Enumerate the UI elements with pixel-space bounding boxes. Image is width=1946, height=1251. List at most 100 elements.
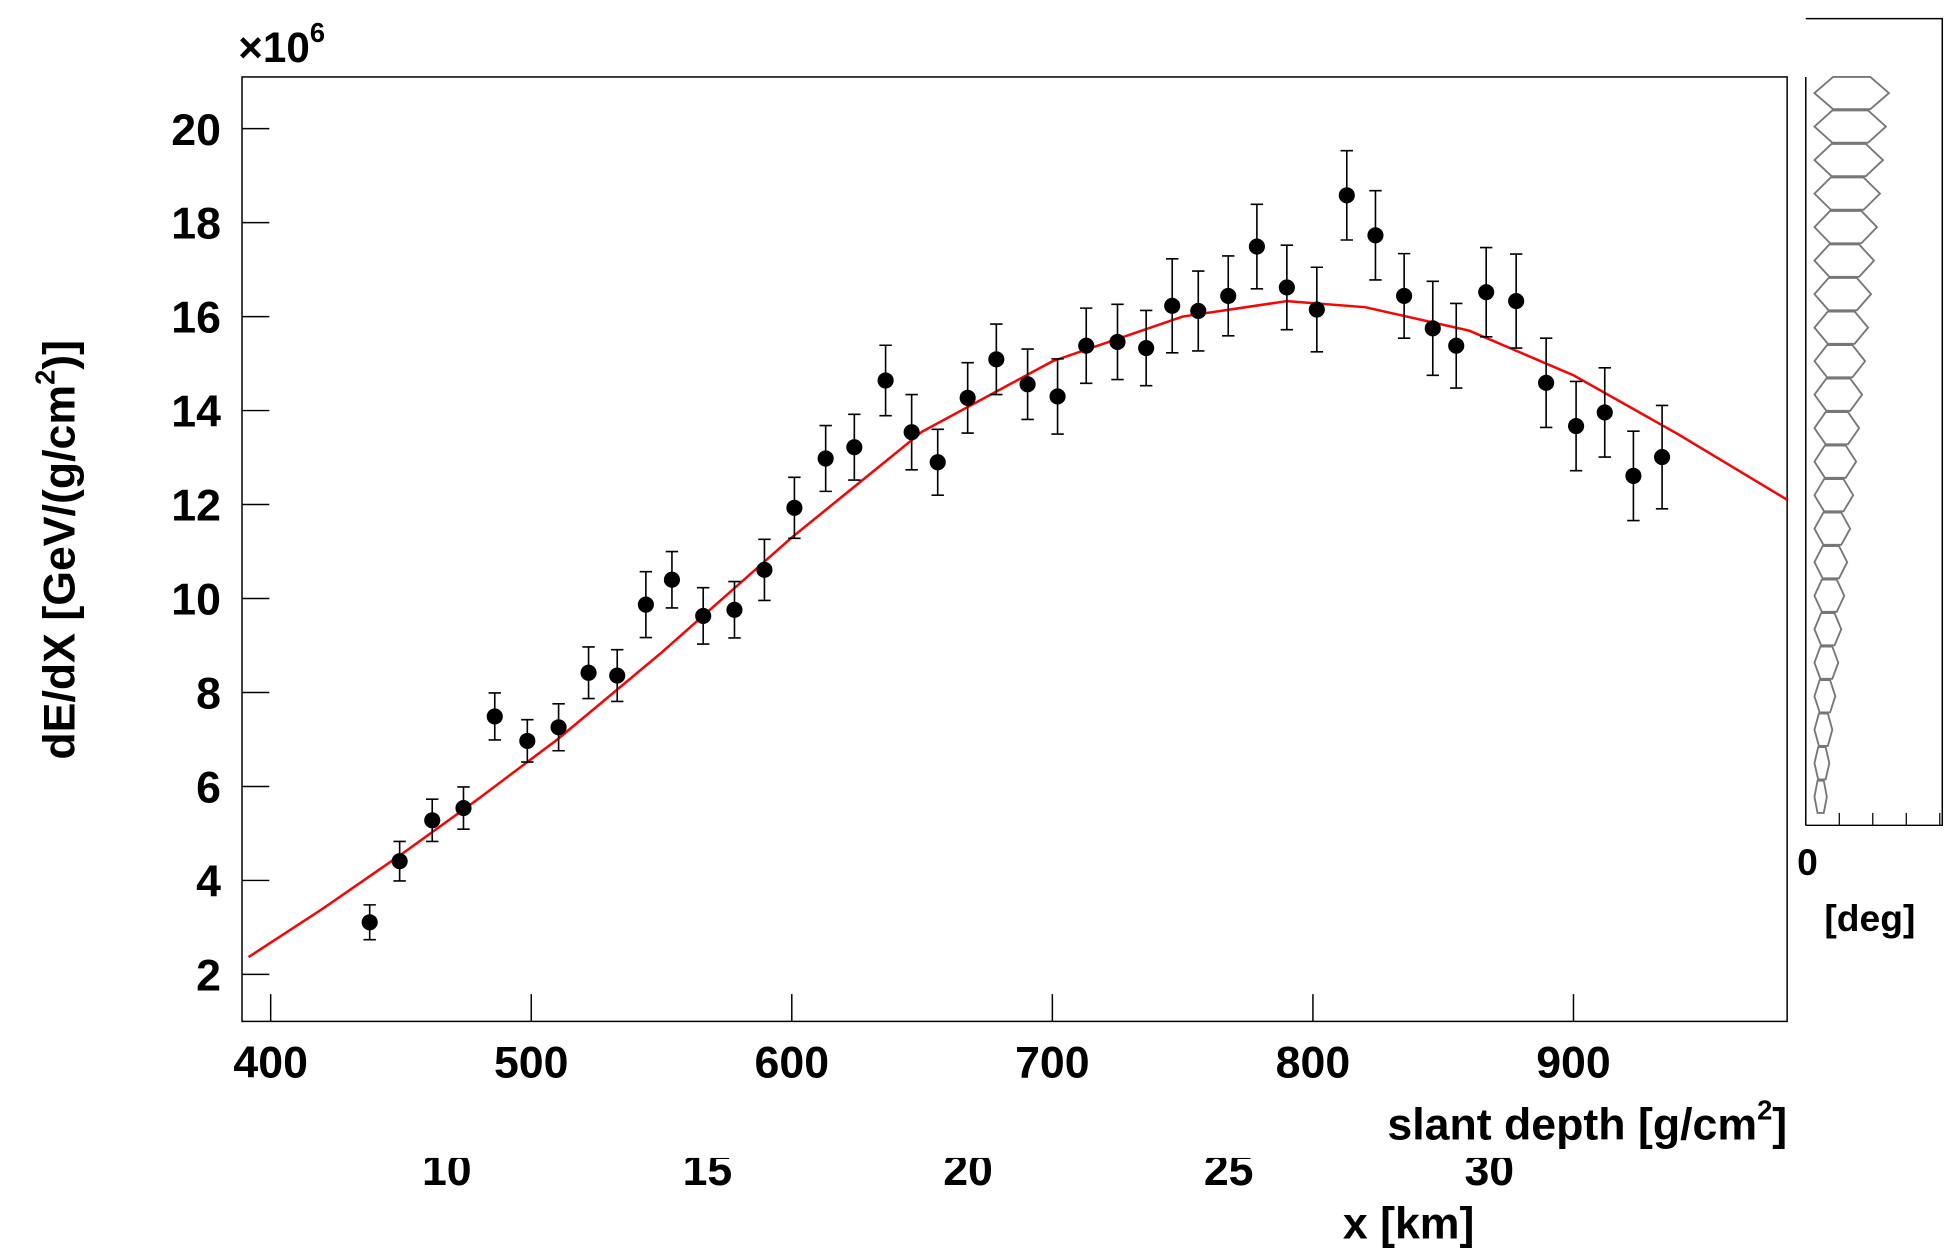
y-label-part: )] — [35, 340, 84, 370]
x2-axis-label: x [km] — [1343, 1200, 1475, 1249]
mask — [372, 1092, 1614, 1158]
y-tick-label: 18 — [171, 200, 221, 249]
hexagon — [1813, 377, 1864, 412]
y-label-sup: 2 — [30, 370, 61, 385]
data-point — [695, 607, 712, 624]
data-point — [846, 439, 863, 456]
data-point — [1049, 388, 1066, 405]
data-point — [1396, 287, 1413, 304]
x-axis-label: slant depth [g/cm2] — [1387, 1094, 1787, 1149]
y-tick-label: 16 — [171, 294, 221, 343]
data-point — [1448, 337, 1465, 354]
hexagon — [1813, 712, 1834, 747]
side-panel — [1805, 17, 1944, 827]
data-point — [550, 719, 567, 736]
data-point — [1308, 301, 1325, 318]
data-point — [1568, 417, 1585, 435]
data-point — [1138, 339, 1155, 357]
data-point — [609, 667, 626, 684]
data-point — [580, 664, 597, 681]
secondary-axis: 10 15 20 25 30 — [372, 1092, 1614, 1195]
data-point — [959, 389, 976, 406]
side-axis-label: [deg] — [1824, 897, 1915, 939]
x-tick-label: 800 — [1276, 1038, 1351, 1087]
hexagon — [1813, 109, 1888, 144]
data-point — [519, 732, 536, 749]
plot-frame — [241, 76, 1788, 1023]
x-label-sup: 2 — [1757, 1094, 1772, 1125]
data-point — [1190, 302, 1207, 320]
data-point — [455, 800, 472, 817]
hexagon — [1813, 746, 1831, 781]
y-tick-label: 6 — [196, 764, 221, 813]
side-frame — [1805, 17, 1944, 827]
multiplier-base: ×10 — [238, 24, 310, 71]
x-label-part: slant depth [g/cm — [1387, 1100, 1757, 1149]
x-tick-label: 400 — [233, 1038, 308, 1087]
data-point — [391, 853, 408, 870]
data-point — [1338, 187, 1355, 204]
data-point — [786, 499, 803, 516]
data-point — [1508, 293, 1525, 310]
data-point — [1248, 238, 1265, 255]
data-point — [817, 450, 834, 467]
multiplier-exponent: 6 — [310, 17, 325, 48]
hexagon — [1813, 176, 1882, 211]
y-tick-label: 12 — [171, 482, 221, 531]
data-point — [361, 914, 378, 931]
hexagon — [1813, 310, 1870, 345]
data-point — [1367, 227, 1384, 244]
data-point — [1164, 297, 1181, 314]
hexagon — [1813, 444, 1858, 479]
data-point — [1278, 279, 1295, 296]
y-tick-label: 10 — [171, 576, 221, 625]
hexagon — [1813, 76, 1891, 111]
data-point — [1019, 376, 1036, 393]
data-point — [424, 812, 441, 829]
hexagon — [1813, 143, 1885, 178]
data-point — [1654, 449, 1671, 466]
x-tick-label: 600 — [755, 1038, 830, 1087]
data-point — [756, 561, 773, 578]
data-point — [726, 601, 743, 618]
data-point — [903, 424, 920, 441]
fit-curve — [247, 299, 1788, 959]
y-tick-label: 4 — [196, 858, 221, 907]
hexagon — [1813, 344, 1867, 379]
data-point — [1424, 320, 1441, 337]
side-tick-label: 0 — [1797, 841, 1818, 883]
hexagon — [1813, 545, 1849, 580]
y-tick-label: 2 — [196, 952, 221, 1001]
hexagon — [1813, 779, 1828, 814]
y-tick-label: 14 — [171, 388, 221, 437]
hexagon — [1813, 578, 1846, 613]
x-tick-label: 900 — [1536, 1038, 1611, 1087]
data-point — [1078, 337, 1095, 354]
hexagon — [1813, 478, 1855, 513]
hexagon — [1813, 243, 1876, 278]
hexagon — [1813, 612, 1843, 647]
hexagon — [1813, 511, 1852, 546]
hexagon — [1813, 679, 1837, 714]
data-point — [637, 596, 654, 613]
data-point — [929, 454, 946, 471]
data-point — [1478, 284, 1495, 301]
x-tick-label: 500 — [494, 1038, 569, 1087]
data-point — [1538, 374, 1555, 391]
multiplier: ×106 — [238, 17, 325, 71]
hexagon — [1813, 411, 1861, 446]
hexagon — [1813, 645, 1840, 680]
y-tick-label: 8 — [196, 670, 221, 719]
data-point — [1596, 404, 1613, 421]
y-tick-label: 20 — [171, 106, 221, 155]
data-point — [988, 351, 1005, 368]
data-point — [1220, 287, 1237, 304]
x-tick-label: 700 — [1015, 1038, 1090, 1087]
data-point — [486, 708, 503, 725]
y-axis-label: dE/dX [GeV/(g/cm2)] — [30, 340, 85, 760]
y-label-part: dE/dX [GeV/(g/cm — [35, 385, 84, 760]
data-point — [1109, 333, 1126, 351]
